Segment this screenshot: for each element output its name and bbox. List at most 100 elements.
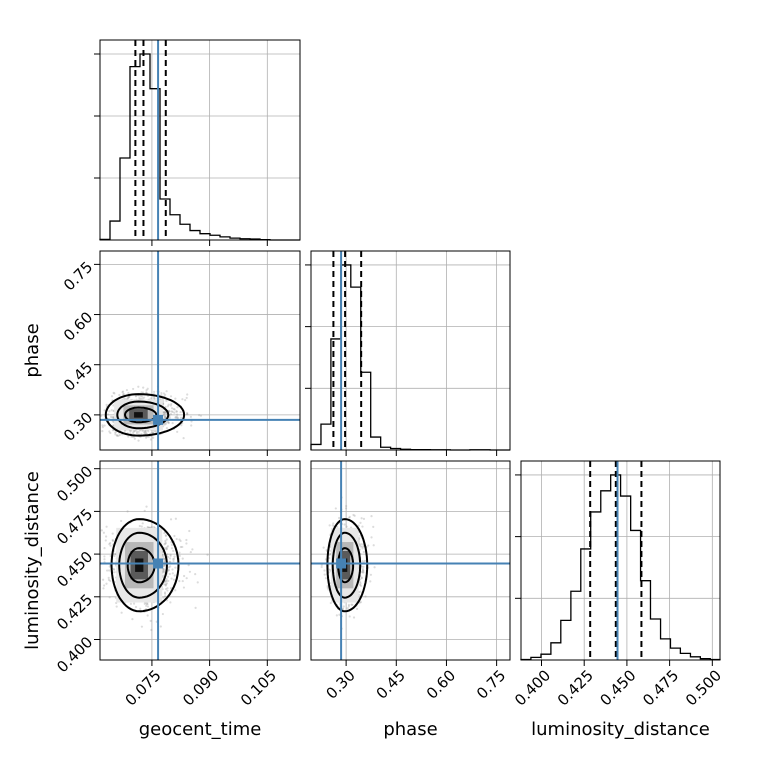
sample-point <box>133 437 136 440</box>
sample-point <box>166 546 169 549</box>
sample-point <box>166 589 169 592</box>
y-tick-label-phase: 0.30 <box>60 409 96 445</box>
sample-point <box>165 578 168 581</box>
sample-point <box>361 567 364 570</box>
x-tick-label-geocent_time: 0.075 <box>122 666 165 709</box>
sample-point <box>162 557 165 561</box>
sample-point <box>109 431 112 435</box>
sample-point <box>166 587 169 590</box>
y-axis-label-phase: phase <box>22 323 43 377</box>
sample-point <box>176 430 179 433</box>
sample-point <box>135 430 139 433</box>
sample-point <box>167 403 170 406</box>
panel-frame <box>99 460 301 661</box>
sample-point <box>168 410 171 413</box>
sample-point <box>112 571 116 574</box>
sample-point <box>359 582 362 585</box>
sample-point <box>112 415 115 419</box>
sample-point <box>369 580 372 583</box>
sample-point <box>175 537 178 541</box>
sample-point <box>134 395 138 398</box>
sample-point <box>161 612 164 616</box>
panel-hist-geocent_time <box>94 39 301 246</box>
sample-point <box>168 557 172 560</box>
sample-point <box>370 515 373 518</box>
sample-point <box>359 584 363 587</box>
sample-point <box>127 396 130 399</box>
sample-point <box>361 569 365 572</box>
sample-point <box>140 625 144 628</box>
panel-frame <box>310 250 511 451</box>
sample-point <box>188 570 192 573</box>
sample-point <box>101 426 104 429</box>
sample-point <box>182 437 185 440</box>
sample-point <box>172 558 175 561</box>
sample-point <box>179 539 182 543</box>
y-tick-label-luminosity_distance: 0.425 <box>53 590 96 633</box>
sample-point <box>137 430 140 434</box>
y-tick-label-luminosity_distance: 0.500 <box>53 462 96 505</box>
sample-point <box>183 574 186 578</box>
sample-point <box>163 560 166 563</box>
sample-point <box>109 415 113 418</box>
sample-point <box>347 605 350 608</box>
sample-point <box>151 431 155 434</box>
sample-point <box>181 545 184 549</box>
sample-point <box>131 435 134 438</box>
sample-point <box>362 517 366 521</box>
sample-point <box>348 515 351 518</box>
density-level <box>135 558 144 572</box>
sample-point <box>331 524 334 527</box>
sample-point <box>114 433 117 436</box>
sample-point <box>173 411 176 414</box>
sample-point <box>166 420 169 423</box>
x-tick-label-luminosity_distance: 0.475 <box>639 666 682 709</box>
sample-point <box>153 397 156 400</box>
sample-point <box>174 416 177 419</box>
sample-point <box>164 415 167 418</box>
sample-point <box>141 397 144 400</box>
sample-point <box>108 569 111 572</box>
histogram-luminosity_distance <box>520 474 721 661</box>
sample-point <box>105 403 108 406</box>
sample-point <box>178 551 181 554</box>
sample-point <box>346 607 349 610</box>
sample-point <box>163 569 166 572</box>
sample-point <box>341 607 345 610</box>
sample-point <box>149 619 152 622</box>
x-tick-label-luminosity_distance: 0.425 <box>554 666 597 709</box>
sample-point <box>172 407 175 411</box>
sample-point <box>170 543 174 546</box>
histogram-geocent_time <box>99 53 300 241</box>
sample-point <box>163 411 166 414</box>
sample-point <box>191 548 194 551</box>
x-tick-label-phase: 0.30 <box>322 666 358 702</box>
sample-point <box>145 602 148 605</box>
sample-point <box>102 531 105 534</box>
sample-point <box>103 409 106 412</box>
sample-point <box>171 422 174 425</box>
sample-point <box>164 584 167 587</box>
sample-point <box>104 539 107 542</box>
sample-point <box>171 572 174 575</box>
sample-point <box>189 550 192 554</box>
sample-point <box>152 436 155 439</box>
sample-point <box>132 430 135 433</box>
y-tick-label-luminosity_distance: 0.475 <box>53 505 96 548</box>
sample-point <box>142 386 145 389</box>
sample-point <box>161 555 165 558</box>
sample-point <box>185 538 188 542</box>
sample-point <box>143 430 146 434</box>
sample-point <box>108 410 111 413</box>
sample-point <box>135 432 139 435</box>
sample-point <box>144 430 147 433</box>
sample-point <box>139 397 142 400</box>
sample-point <box>345 504 348 508</box>
sample-point <box>168 572 171 576</box>
sample-point <box>164 411 167 414</box>
sample-point <box>163 532 166 535</box>
sample-point <box>170 410 173 413</box>
sample-point <box>101 578 105 581</box>
sample-point <box>361 545 364 548</box>
sample-point <box>178 554 181 557</box>
